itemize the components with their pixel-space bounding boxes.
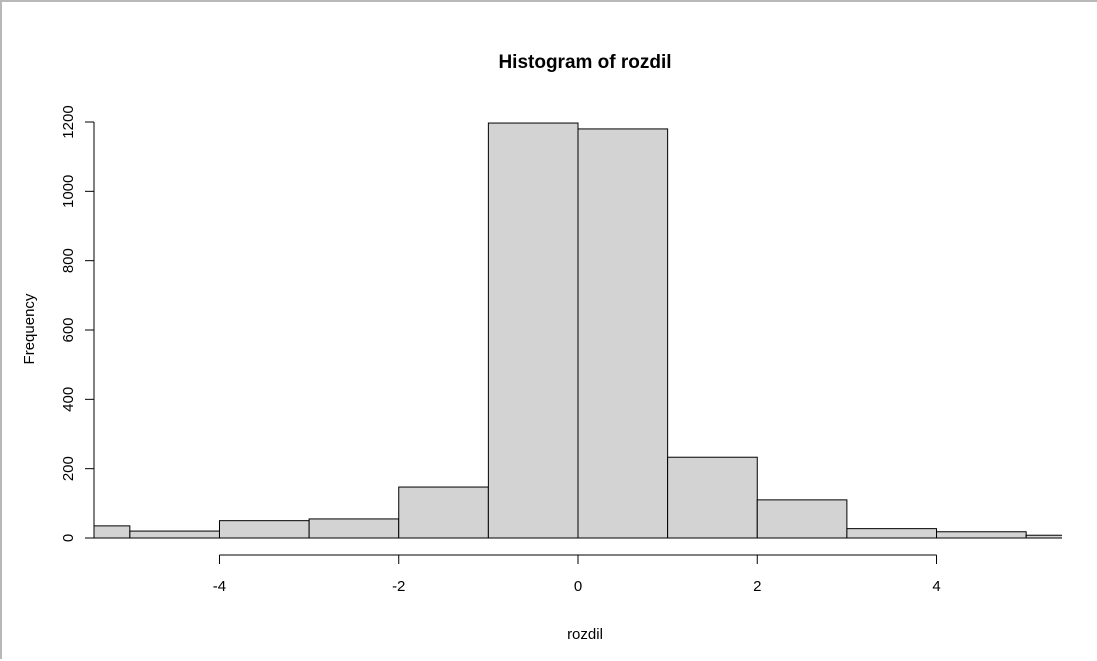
y-tick-label: 800 <box>60 248 77 273</box>
y-tick-label: 200 <box>60 456 77 481</box>
y-axis-title: Frequency <box>21 293 38 364</box>
x-tick-label: 4 <box>932 578 940 595</box>
histogram-bar <box>1025 534 1062 539</box>
histogram-bar <box>398 486 489 539</box>
x-tick-label: 2 <box>753 578 761 595</box>
x-tick-label: -4 <box>213 578 226 595</box>
histogram-bars <box>94 122 1062 539</box>
y-axis: 0 200 400 600 800 1000 1200 <box>60 105 95 542</box>
histogram-bar <box>487 122 579 539</box>
histogram-bar <box>846 528 938 539</box>
x-axis-title: rozdil <box>567 626 603 643</box>
x-tick-label: -2 <box>392 578 405 595</box>
x-tick-label: 0 <box>574 578 582 595</box>
histogram-bar <box>94 525 131 539</box>
chart-title: Histogram of rozdil <box>498 52 671 73</box>
histogram-bar <box>129 530 220 539</box>
y-tick-label: 1000 <box>60 175 77 208</box>
y-tick-label: 600 <box>60 317 77 342</box>
histogram-bar <box>667 456 758 539</box>
histogram-bar <box>936 531 1027 539</box>
y-tick-label: 0 <box>60 534 77 542</box>
y-tick-label: 400 <box>60 387 77 412</box>
histogram-bar <box>218 520 310 539</box>
histogram-bar <box>577 128 669 539</box>
histogram-bar <box>308 518 400 539</box>
histogram-bar <box>756 499 848 539</box>
x-axis: -4 -2 0 2 4 <box>213 554 941 595</box>
y-tick-label: 1200 <box>60 105 77 138</box>
